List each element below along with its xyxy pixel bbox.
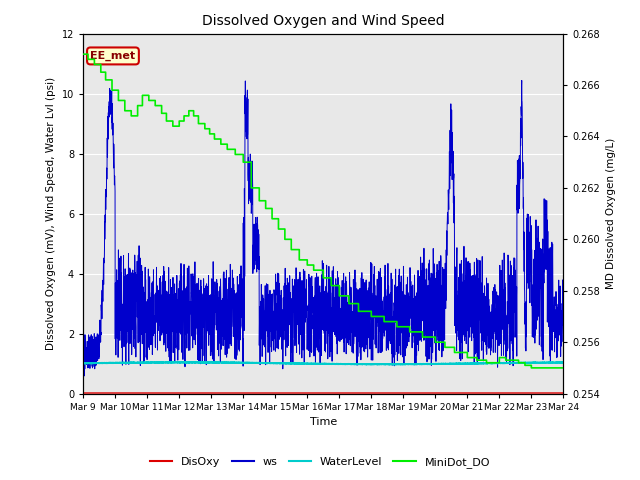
Title: Dissolved Oxygen and Wind Speed: Dissolved Oxygen and Wind Speed	[202, 14, 445, 28]
X-axis label: Time: Time	[310, 417, 337, 427]
Y-axis label: Dissolved Oxygen (mV), Wind Speed, Water Lvl (psi): Dissolved Oxygen (mV), Wind Speed, Water…	[46, 77, 56, 350]
Legend: DisOxy, ws, WaterLevel, MiniDot_DO: DisOxy, ws, WaterLevel, MiniDot_DO	[145, 452, 495, 472]
Y-axis label: MD Dissolved Oxygen (mg/L): MD Dissolved Oxygen (mg/L)	[605, 138, 616, 289]
Text: EE_met: EE_met	[90, 51, 136, 61]
